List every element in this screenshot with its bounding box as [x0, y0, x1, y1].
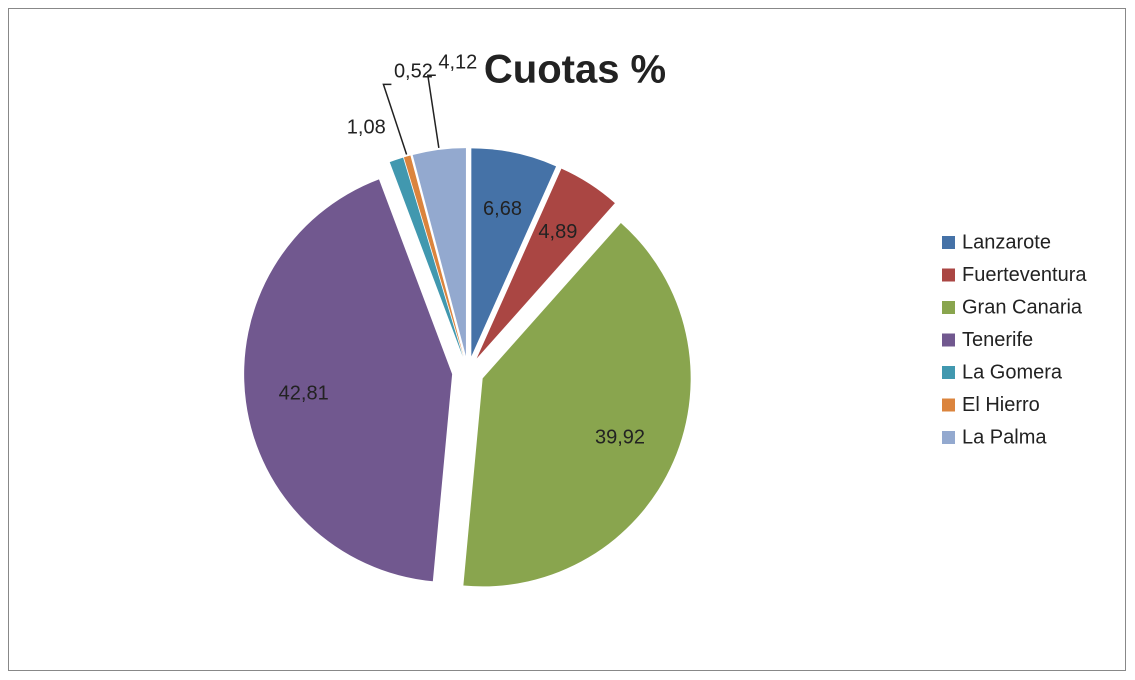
- legend-label: Gran Canaria: [962, 296, 1083, 318]
- pie-slice: [244, 179, 453, 582]
- data-label: 4,12: [438, 52, 477, 74]
- pie-slice: [403, 155, 464, 357]
- data-label: 42,81: [279, 382, 329, 404]
- legend-swatch: [942, 431, 955, 444]
- legend-swatch: [942, 366, 955, 379]
- legend-label: El Hierro: [962, 394, 1040, 416]
- legend-swatch: [942, 301, 955, 314]
- pie-slice: [463, 222, 691, 587]
- legend-label: Fuerteventura: [962, 264, 1087, 286]
- legend-swatch: [942, 398, 955, 412]
- pie-slice: [412, 148, 466, 357]
- chart-title: Cuotas %: [484, 48, 666, 92]
- data-label: 4,89: [538, 221, 577, 243]
- data-label: 1,08: [347, 117, 386, 139]
- legend-swatch: [942, 268, 955, 282]
- pie-slice: [389, 157, 463, 357]
- legend-label: Tenerife: [962, 329, 1033, 351]
- legend-label: Lanzarote: [962, 231, 1051, 253]
- leader-line: [382, 83, 408, 155]
- legend-label: La Gomera: [962, 361, 1063, 383]
- pie-slice: [476, 168, 615, 359]
- pie-slice: [471, 148, 557, 357]
- data-label: 6,68: [483, 198, 522, 220]
- data-label: 0,52: [394, 61, 433, 83]
- leader-line: [426, 74, 440, 149]
- legend-swatch: [942, 333, 955, 347]
- data-label: 39,92: [595, 426, 645, 448]
- legend-swatch: [942, 236, 955, 249]
- legend-label: La Palma: [962, 426, 1047, 448]
